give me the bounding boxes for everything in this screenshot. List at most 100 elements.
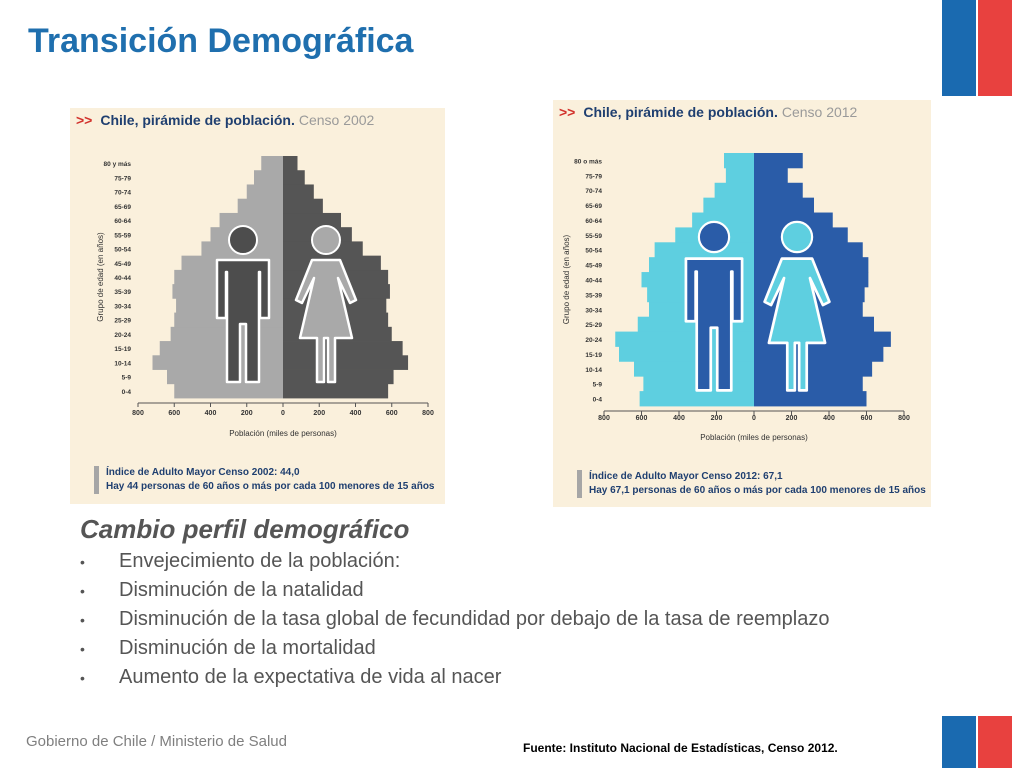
pyramid-bar — [754, 346, 884, 362]
bullet-dot: • — [80, 612, 85, 628]
y-axis-label: Grupo de edad (en años) — [96, 232, 105, 322]
age-group-label: 70-74 — [114, 190, 131, 197]
pyramid-bar — [634, 361, 754, 377]
pyramid-bar — [754, 212, 833, 228]
bullet-dot: • — [80, 641, 85, 657]
x-tick-label: 0 — [281, 410, 285, 417]
bullet-dot: • — [80, 554, 85, 570]
chart-title: >> Chile, pirámide de población. Censo 201… — [559, 104, 857, 120]
chile-flag-stripes-top — [942, 0, 1012, 96]
chart-title-arrows: >> — [559, 104, 576, 120]
pyramid-bar — [283, 383, 389, 399]
pyramid-bar — [754, 167, 788, 184]
x-tick-label: 0 — [752, 415, 756, 422]
age-group-label: 0-4 — [122, 389, 132, 396]
age-group-label: 75-79 — [114, 175, 131, 182]
x-tick-label: 400 — [205, 410, 217, 417]
pyramid-chart-2002: 0-4 5-9 10-14 15-19 20-24 25-29 30-34 35-39 40-4… — [70, 108, 445, 504]
age-group-label: 50-54 — [585, 248, 602, 255]
pyramid-bar — [754, 182, 803, 199]
male-figure-icon — [215, 225, 271, 384]
male-figure-icon — [684, 220, 744, 392]
bullet-text: Disminución de la tasa global de fecundi… — [119, 608, 830, 630]
age-group-label: 80 o más — [574, 158, 602, 165]
blue-stripe — [942, 0, 976, 96]
x-tick-label: 600 — [386, 410, 398, 417]
pyramid-bar — [246, 184, 283, 200]
female-figure-body — [294, 258, 358, 384]
x-tick-label: 200 — [313, 410, 325, 417]
bullet-item: • Aumento de la expectativa de vida al na… — [80, 663, 829, 692]
footer-organization: Gobierno de Chile / Ministerio de Salud — [26, 733, 287, 750]
chart-title-census: Censo 2002 — [298, 112, 375, 128]
red-stripe — [978, 716, 1012, 768]
age-group-label: 60-64 — [585, 218, 602, 225]
age-group-label: 55-59 — [114, 232, 131, 239]
female-figure-icon — [294, 225, 358, 384]
y-axis-label: Grupo de edad (en años) — [562, 234, 571, 324]
age-group-label: 40-44 — [114, 275, 131, 282]
source-citation: Fuente: Instituto Nacional de Estadístic… — [523, 741, 838, 755]
x-tick-label: 600 — [861, 415, 873, 422]
bullet-list: • Envejecimiento de la población: • Dismin… — [80, 547, 829, 692]
pyramid-bar — [261, 156, 283, 171]
pyramid-bar — [283, 341, 403, 356]
pyramid-chart-2012-svg: 0-4 5-9 10-14 15-19 20-24 25-29 30-34 35-39 40-4… — [562, 153, 910, 442]
age-group-label: 65-69 — [114, 204, 131, 211]
bullet-item: • Disminución de la natalidad — [80, 576, 829, 605]
male-figure-body — [215, 258, 271, 384]
age-group-label: 35-39 — [585, 292, 602, 299]
pyramid-bar — [283, 198, 323, 214]
age-group-label: 70-74 — [585, 188, 602, 195]
x-tick-label: 800 — [898, 415, 910, 422]
bullet-item: • Envejecimiento de la población: — [80, 547, 829, 576]
male-figure-head — [228, 225, 258, 255]
pyramid-bar — [283, 355, 409, 370]
x-tick-label: 400 — [823, 415, 835, 422]
age-group-label: 40-44 — [585, 278, 602, 285]
age-group-label: 5-9 — [122, 375, 132, 382]
chart-title: >> Chile, pirámide de población. Censo 200… — [76, 112, 374, 128]
pyramid-bar — [754, 391, 867, 407]
chile-flag-stripes-bottom — [942, 716, 1012, 768]
chart-title-arrows: >> — [76, 112, 93, 128]
pyramid-chart-2002-svg: 0-4 5-9 10-14 15-19 20-24 25-29 30-34 35-39 40-4… — [96, 156, 434, 438]
pyramid-bar — [283, 184, 314, 200]
pyramid-bar — [237, 198, 283, 214]
bullet-dot: • — [80, 583, 85, 599]
age-group-label: 15-19 — [585, 352, 602, 359]
pyramid-chart-2012: 0-4 5-9 10-14 15-19 20-24 25-29 30-34 35-39 40-4… — [553, 100, 931, 507]
blue-stripe — [942, 716, 976, 768]
age-group-label: 10-14 — [114, 360, 131, 367]
pyramid-bar — [754, 242, 863, 258]
age-group-label: 50-54 — [114, 247, 131, 254]
pyramid-bar — [254, 170, 283, 185]
female-figure-head — [311, 225, 341, 255]
red-stripe — [978, 0, 1012, 96]
age-group-label: 80 y más — [104, 161, 132, 168]
chart-note: Índice de Adulto Mayor Censo 2012: 67,1 … — [577, 470, 926, 498]
pyramid-bar — [754, 197, 814, 213]
age-group-label: 15-19 — [114, 346, 131, 353]
age-group-label: 55-59 — [585, 233, 602, 240]
pyramid-bar — [754, 361, 873, 377]
age-group-label: 20-24 — [114, 332, 131, 339]
pyramid-bar — [619, 346, 754, 362]
section-subtitle: Cambio perfil demográfico — [80, 514, 410, 544]
age-group-label: 30-34 — [585, 307, 602, 314]
bullet-text: Aumento de la expectativa de vida al nac… — [119, 666, 502, 688]
x-tick-label: 400 — [673, 415, 685, 422]
male-figure-head — [697, 220, 731, 254]
bullet-dot: • — [80, 670, 85, 686]
x-tick-label: 200 — [711, 415, 723, 422]
chart-note: Índice de Adulto Mayor Censo 2002: 44,0 … — [94, 466, 435, 494]
age-group-label: 35-39 — [114, 289, 131, 296]
age-group-label: 65-69 — [585, 203, 602, 210]
pyramid-bar — [159, 341, 283, 356]
pyramid-bar — [703, 197, 754, 213]
bullet-text: Disminución de la mortalidad — [119, 637, 376, 659]
female-figure-head — [780, 220, 814, 254]
pyramid-bar — [283, 170, 305, 185]
x-tick-label: 800 — [132, 410, 144, 417]
pyramid-bar — [615, 331, 754, 347]
